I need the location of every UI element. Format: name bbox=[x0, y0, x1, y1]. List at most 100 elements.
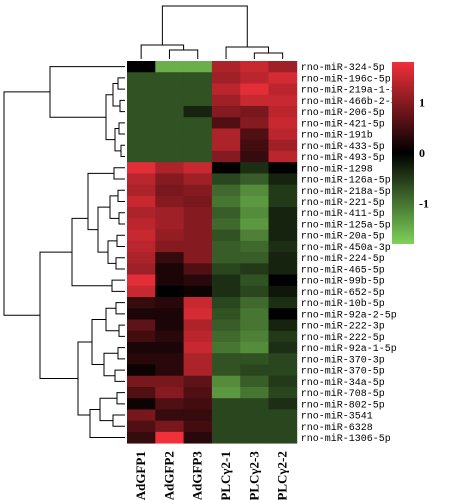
heatmap-cell bbox=[127, 139, 156, 152]
heatmap-cell bbox=[240, 139, 269, 152]
heatmap-cell bbox=[211, 229, 241, 242]
heatmap-cell bbox=[155, 94, 184, 107]
heatmap-cell bbox=[240, 319, 269, 332]
color-scale-tick-label: 0 bbox=[419, 146, 425, 160]
heatmap-cell bbox=[155, 319, 184, 332]
heatmap-cell bbox=[211, 409, 241, 422]
heatmap-cell bbox=[127, 207, 156, 219]
heatmap-cell bbox=[268, 94, 298, 107]
heatmap-cell bbox=[127, 173, 156, 186]
heatmap-cell bbox=[155, 128, 184, 141]
heatmap-cell bbox=[183, 218, 213, 230]
heatmap-cell bbox=[155, 274, 184, 287]
row-label: rno-miR-34a-5p bbox=[301, 377, 385, 389]
heatmap-cell bbox=[155, 184, 184, 197]
dendrogram-branch bbox=[161, 5, 248, 47]
heatmap-cell bbox=[183, 431, 213, 444]
dendrogram-branch bbox=[89, 408, 125, 439]
heatmap-cell bbox=[127, 285, 156, 298]
row-label: rno-miR-92a-1-5p bbox=[301, 343, 397, 355]
heatmap-cell bbox=[240, 162, 269, 174]
heatmap-cell bbox=[183, 398, 213, 410]
heatmap-cell bbox=[155, 263, 184, 275]
heatmap-cell bbox=[268, 139, 298, 152]
heatmap-cell bbox=[211, 184, 241, 197]
row-label: rno-miR-411-5p bbox=[301, 208, 385, 220]
row-label: rno-miR-126a-5p bbox=[301, 175, 391, 187]
heatmap-cell bbox=[183, 240, 213, 253]
heatmap-cell bbox=[155, 252, 184, 264]
heatmap-cell bbox=[183, 150, 213, 163]
heatmap-cell bbox=[240, 105, 269, 118]
column-label: AdGFP2 bbox=[161, 451, 176, 500]
heatmap-cell bbox=[268, 409, 298, 422]
heatmap-cell bbox=[155, 117, 184, 129]
heatmap-cell bbox=[268, 105, 298, 118]
row-label: rno-miR-218a-5p bbox=[301, 186, 391, 198]
heatmap-cell bbox=[268, 72, 298, 84]
heatmap-cell bbox=[211, 364, 241, 377]
row-label: rno-miR-224-5p bbox=[301, 253, 385, 265]
dendrogram-branch bbox=[105, 94, 115, 141]
heatmap-cell bbox=[240, 353, 269, 365]
heatmap-cell bbox=[240, 308, 269, 320]
heatmap-cell bbox=[240, 285, 269, 298]
heatmap-cell bbox=[127, 353, 156, 365]
column-labels: AdGFP1 AdGFP2 AdGFP3 AdPLCγ2-1 AdPLCγ2-3 AdPL… bbox=[133, 451, 290, 500]
heatmap-cell bbox=[127, 263, 156, 275]
heatmap-cell bbox=[268, 184, 298, 197]
heatmap-cell bbox=[211, 308, 241, 320]
heatmap-cell bbox=[127, 94, 156, 107]
heatmap-cell bbox=[268, 162, 298, 174]
row-label: rno-miR-421-5p bbox=[301, 118, 385, 130]
heatmap-cell bbox=[211, 252, 241, 264]
heatmap-cell bbox=[127, 105, 156, 118]
row-label: rno-miR-6328 bbox=[301, 422, 373, 434]
heatmap-cell bbox=[155, 342, 184, 354]
heatmap-cell bbox=[127, 398, 156, 410]
heatmap-cell bbox=[211, 105, 241, 118]
heatmap-cell bbox=[240, 61, 269, 73]
heatmap-cell bbox=[155, 375, 184, 388]
heatmap-cell bbox=[211, 263, 241, 275]
heatmap-cell bbox=[211, 83, 241, 96]
heatmap-cell bbox=[240, 229, 269, 242]
heatmap-cell bbox=[240, 150, 269, 163]
row-label: rno-miR-222-3p bbox=[301, 321, 385, 333]
heatmap-cell bbox=[127, 218, 156, 230]
column-label: AdGFP3 bbox=[190, 451, 205, 500]
heatmap-cell bbox=[127, 364, 156, 377]
heatmap-cell bbox=[211, 342, 241, 354]
heatmap-cell bbox=[268, 229, 298, 242]
heatmap-cell bbox=[268, 431, 298, 444]
heatmap-cell bbox=[268, 386, 298, 399]
heatmap-cell bbox=[127, 252, 156, 264]
heatmap-cell bbox=[211, 240, 241, 253]
row-label: rno-miR-450a-3p bbox=[301, 242, 391, 254]
heatmap-cell bbox=[240, 94, 269, 107]
row-labels: rno-miR-324-5prno-miR-196c-5prno-miR-219… bbox=[301, 62, 403, 445]
row-label: rno-miR-20a-5p bbox=[301, 231, 385, 243]
heatmap-cell bbox=[127, 409, 156, 422]
dendrogram-branch bbox=[113, 167, 125, 180]
heatmap-cell bbox=[183, 184, 213, 197]
heatmap-cell bbox=[183, 173, 213, 186]
heatmap-cell bbox=[211, 173, 241, 186]
column-label: AdPLCγ2-1 bbox=[218, 451, 233, 500]
heatmap-cell bbox=[211, 207, 241, 219]
dendrogram-branch bbox=[105, 307, 119, 332]
heatmap-cell bbox=[211, 285, 241, 298]
heatmap-cell bbox=[268, 364, 298, 377]
heatmap-cell bbox=[240, 274, 269, 287]
heatmap-cell bbox=[183, 195, 213, 208]
heatmap-cell bbox=[211, 274, 241, 287]
heatmap-cell bbox=[211, 330, 241, 343]
heatmap-cell bbox=[268, 274, 298, 287]
heatmap-cell bbox=[183, 229, 213, 242]
dendrogram-branch bbox=[116, 234, 125, 247]
heatmap-cell bbox=[211, 353, 241, 365]
heatmap-cell bbox=[268, 342, 298, 354]
column-label: AdPLCγ2-3 bbox=[246, 451, 261, 500]
color-scale-bar bbox=[392, 62, 414, 244]
